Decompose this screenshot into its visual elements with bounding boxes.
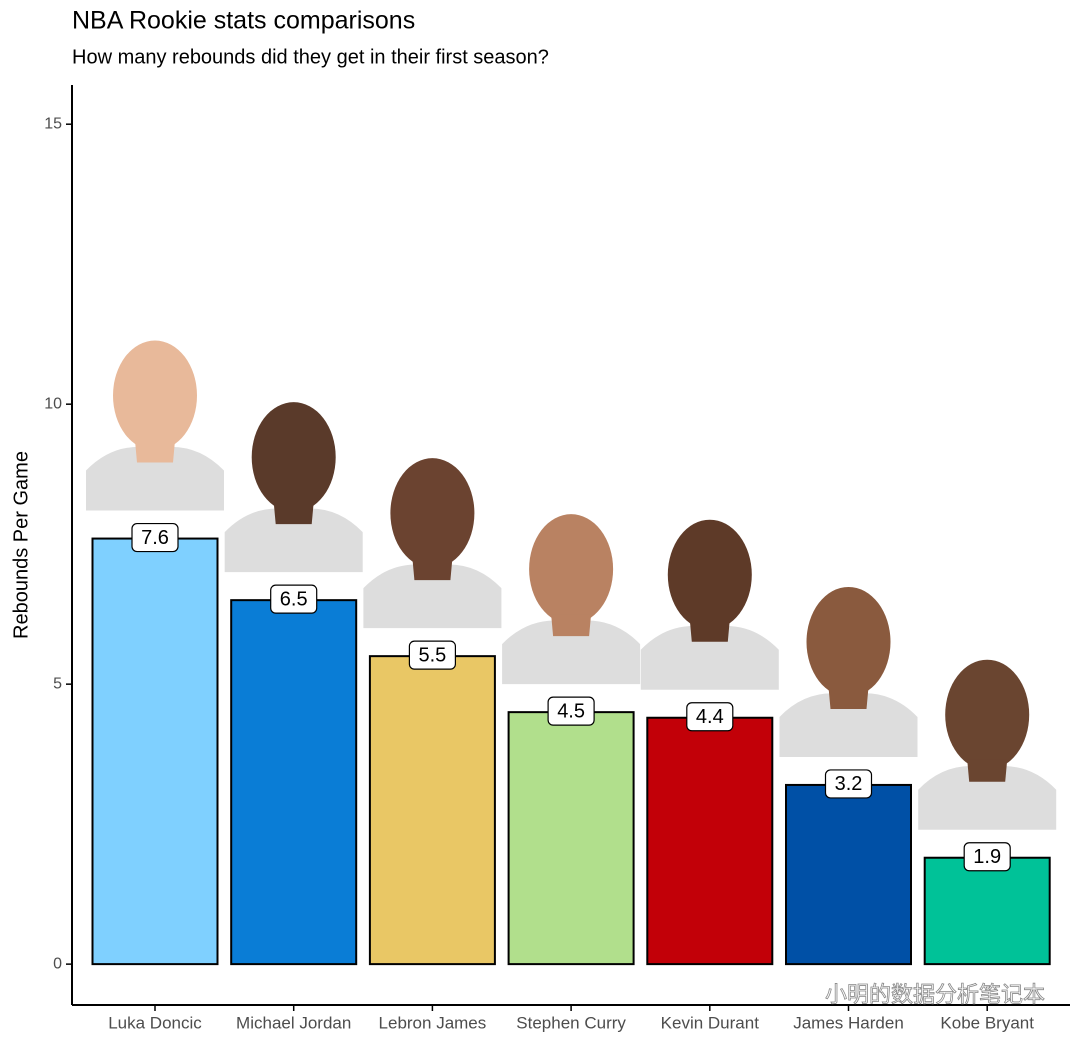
value-label-box [547,696,595,726]
photo-neck [551,614,592,637]
x-tick-label: Kevin Durant [661,1013,760,1032]
photo-head [390,458,475,569]
value-label: 5.5 [418,644,446,666]
bar [91,537,219,966]
value-label: 4.5 [557,700,585,722]
photo-head [251,402,336,513]
value-label: 4.4 [696,706,724,728]
player-photo [640,484,779,690]
value-label-box [824,769,873,799]
photo-jersey [224,508,363,573]
bar [923,856,1051,966]
bar [230,599,358,966]
photo-neck [967,759,1008,782]
photo-head [113,340,197,451]
value-label-box [963,842,1011,872]
value-label-box [686,702,734,732]
value-label: 3.2 [835,773,863,795]
photo-jersey [363,564,502,629]
y-tick-label: 5 [53,675,62,692]
player-photo [918,624,1057,830]
photo-head [529,514,614,625]
x-tick-label: Lebron James [379,1013,487,1032]
value-label-box [408,640,456,670]
value-label-box [131,522,179,553]
photo-head [806,586,891,697]
photo-neck [689,619,730,642]
value-label-box [270,584,318,614]
y-tick-label: 15 [44,115,62,132]
value-label: 7.6 [141,527,169,549]
x-tick-label: Kobe Bryant [940,1013,1034,1032]
y-tick-label: 0 [53,955,62,972]
bar [646,716,774,966]
bar [507,711,635,966]
player-photo [779,551,918,757]
x-tick-label: James Harden [793,1013,904,1032]
photo-neck [135,440,175,463]
x-tick-label: Luka Doncic [108,1013,202,1032]
player-photo [224,367,363,573]
player-photos [86,305,1057,830]
player-photo [502,479,641,685]
photo-jersey [86,446,224,511]
photo-jersey [640,626,779,690]
photo-jersey [918,766,1057,830]
watermark: 小明的数据分析笔记本 [825,982,1045,1007]
y-tick-label: 10 [44,395,62,412]
x-tick-label: Michael Jordan [236,1013,351,1032]
player-photo [86,305,224,511]
photo-neck [828,686,869,709]
value-label: 6.5 [280,588,308,610]
chart-title: NBA Rookie stats comparisons [72,7,415,35]
photo-head [945,659,1030,770]
photo-jersey [779,693,918,757]
photo-jersey [502,620,641,685]
player-photo [363,423,502,629]
photo-neck [273,502,314,525]
photo-neck [412,558,453,581]
chart-subtitle: How many rebounds did they get in their … [72,46,549,68]
x-tick-label: Stephen Curry [516,1013,626,1032]
y-axis-label: Rebounds Per Game [10,451,32,639]
bar [368,655,496,966]
photo-head [667,519,752,630]
bar [785,783,912,966]
value-label: 1.9 [973,846,1001,868]
